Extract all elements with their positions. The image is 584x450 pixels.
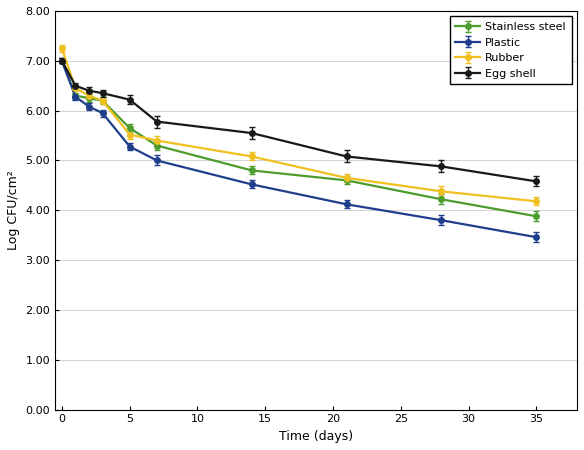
Legend: Stainless steel, Plastic, Rubber, Egg shell: Stainless steel, Plastic, Rubber, Egg sh… [450,17,572,84]
X-axis label: Time (days): Time (days) [279,430,353,443]
Y-axis label: Log CFU/cm²: Log CFU/cm² [7,171,20,250]
